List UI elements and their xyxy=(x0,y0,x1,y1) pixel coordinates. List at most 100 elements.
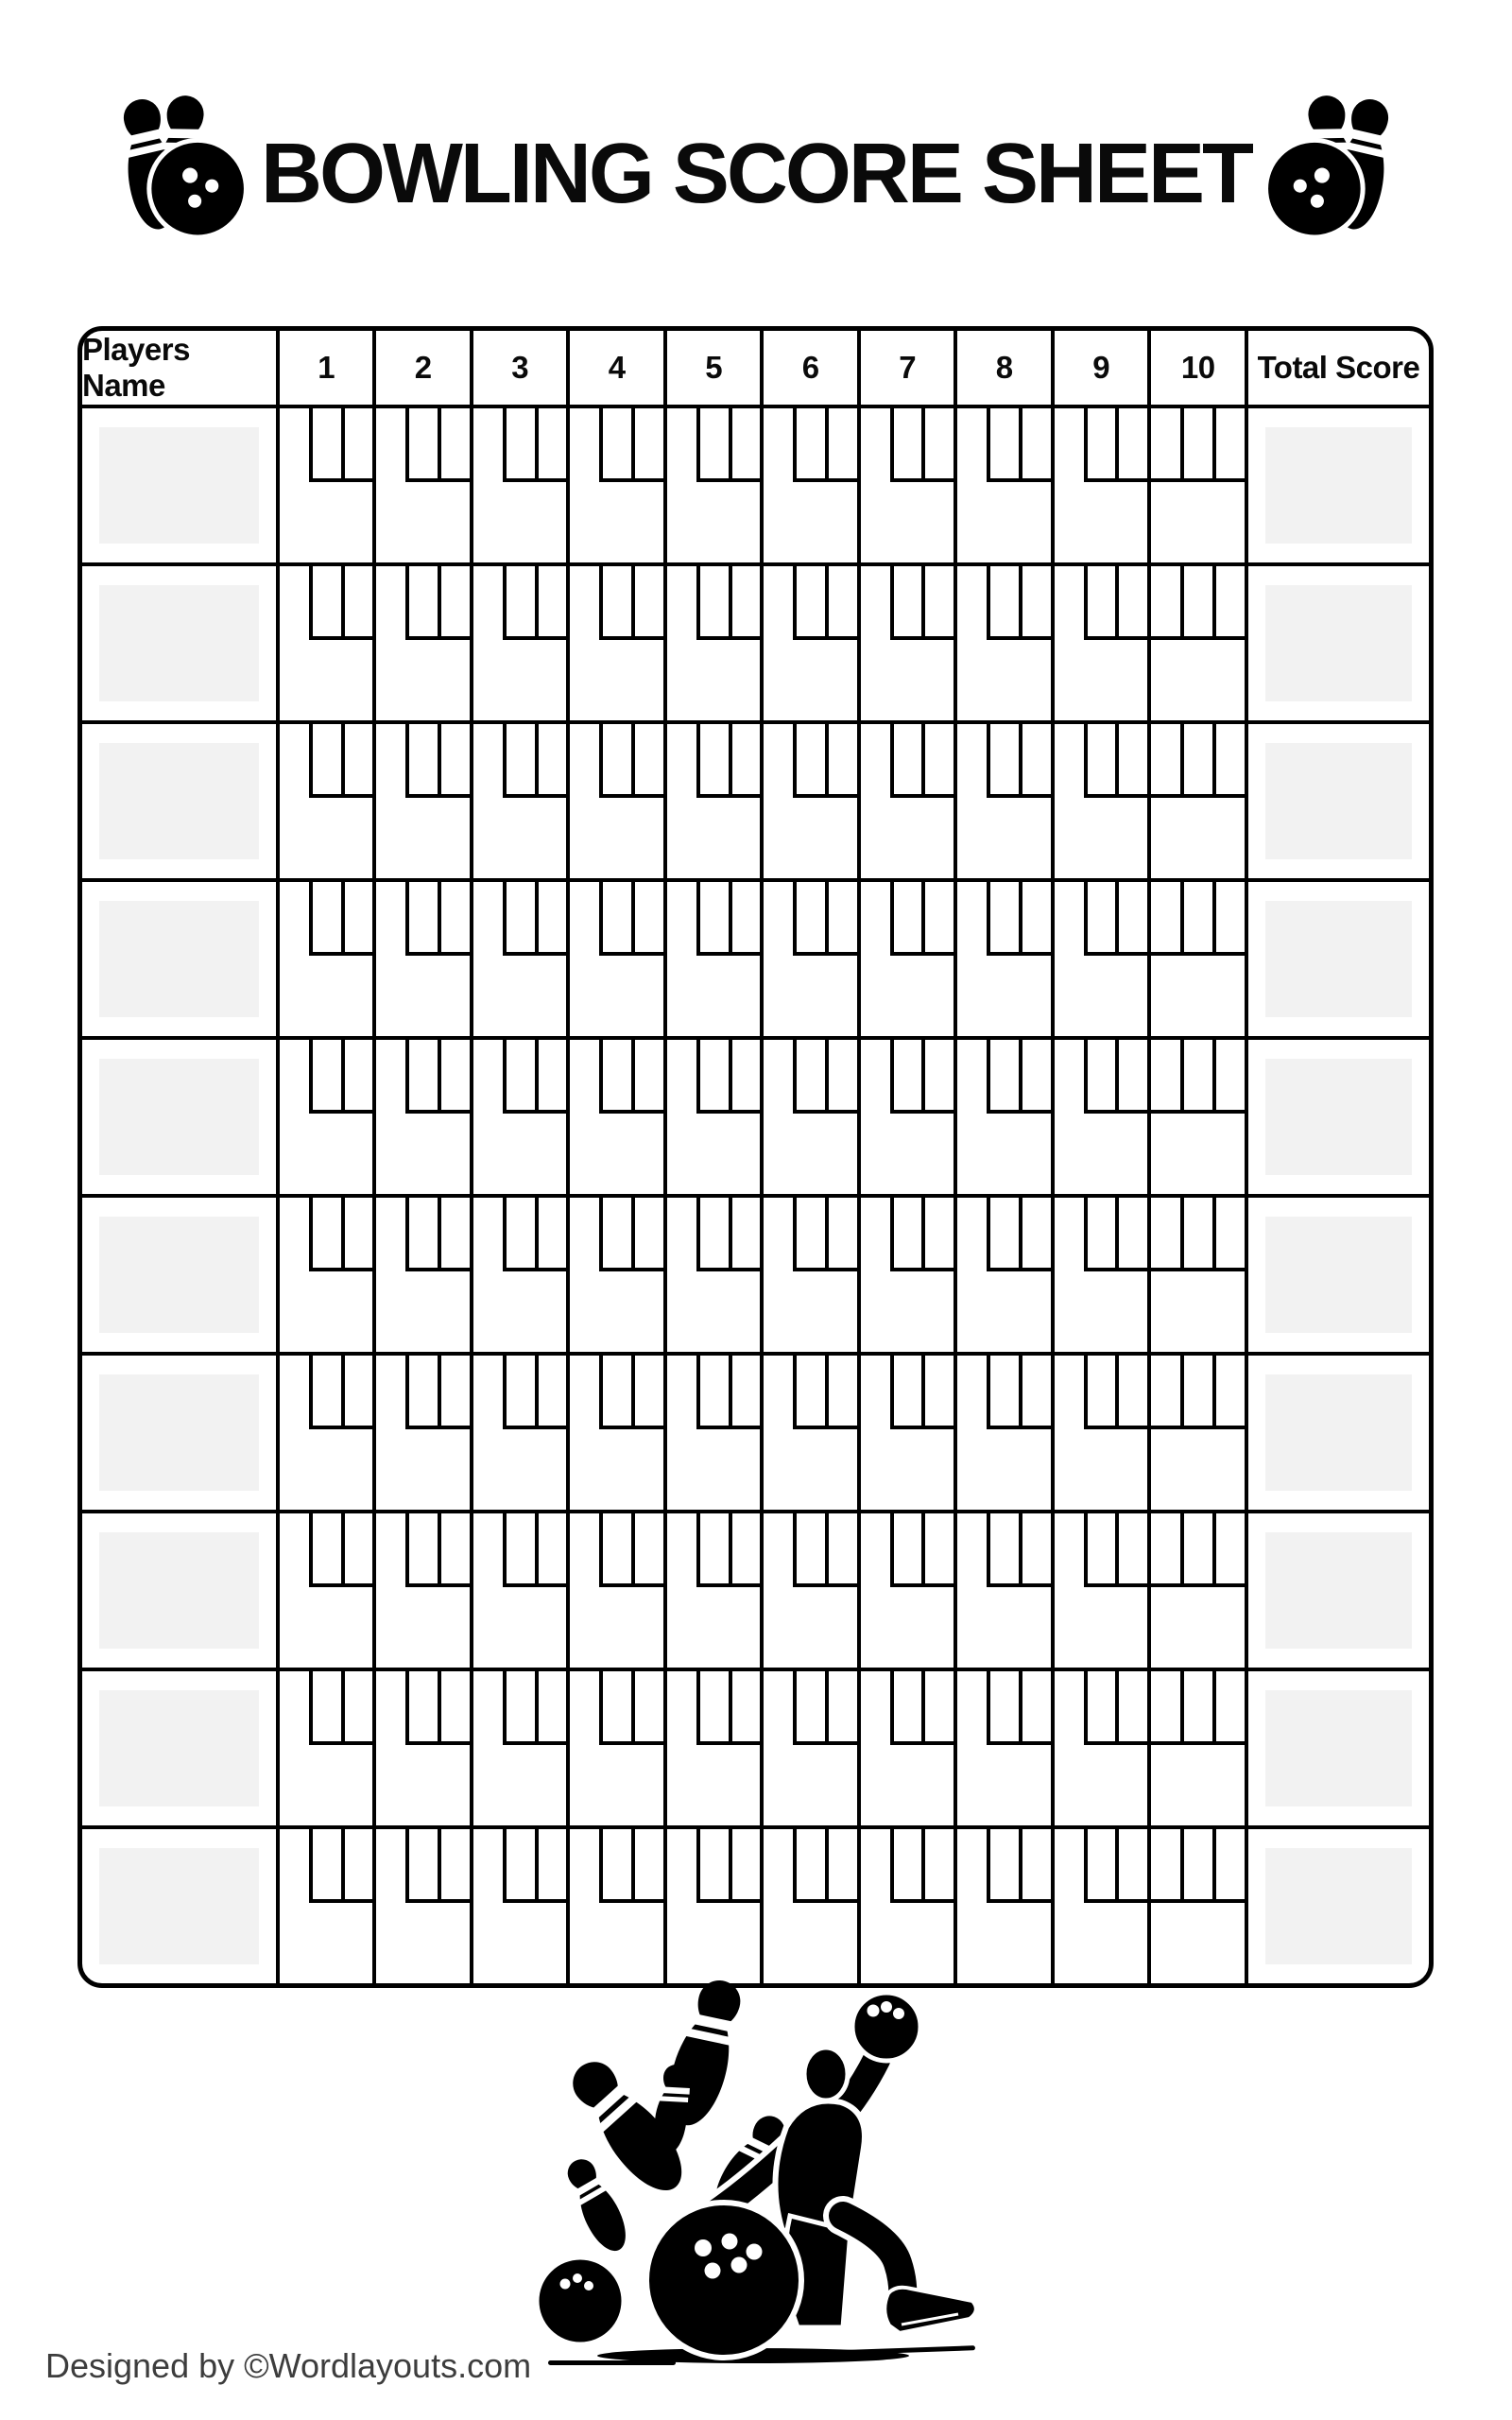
throw-box[interactable] xyxy=(1151,1040,1179,1110)
throw-box[interactable] xyxy=(990,408,1019,478)
throw-box[interactable] xyxy=(797,1040,825,1110)
throw-box[interactable] xyxy=(1179,566,1212,637)
player-name-field[interactable] xyxy=(99,585,259,701)
throw-box[interactable] xyxy=(894,1040,922,1110)
throw-box[interactable] xyxy=(507,1829,535,1899)
throw-box[interactable] xyxy=(921,1513,954,1584)
throw-box[interactable] xyxy=(534,1671,567,1742)
player-name-field[interactable] xyxy=(99,1217,259,1333)
throw-box[interactable] xyxy=(1179,1513,1212,1584)
throw-box[interactable] xyxy=(603,408,631,478)
throw-box[interactable] xyxy=(797,1356,825,1426)
throw-box[interactable] xyxy=(409,1513,438,1583)
throw-box[interactable] xyxy=(340,882,373,953)
throw-box[interactable] xyxy=(1088,1198,1116,1268)
throw-box[interactable] xyxy=(894,1198,922,1268)
throw-box[interactable] xyxy=(534,1040,567,1111)
throw-box[interactable] xyxy=(313,1671,341,1741)
throw-box[interactable] xyxy=(1115,724,1147,795)
throw-box[interactable] xyxy=(1115,408,1147,479)
throw-box[interactable] xyxy=(507,1040,535,1110)
throw-box[interactable] xyxy=(728,1671,761,1742)
throw-box[interactable] xyxy=(1115,1829,1147,1900)
throw-box[interactable] xyxy=(631,1356,663,1426)
throw-box[interactable] xyxy=(1018,566,1051,637)
throw-box[interactable] xyxy=(631,1671,663,1742)
throw-box[interactable] xyxy=(409,1829,438,1899)
throw-box[interactable] xyxy=(728,408,761,479)
throw-box[interactable] xyxy=(990,1829,1019,1899)
throw-box[interactable] xyxy=(700,566,729,636)
throw-box[interactable] xyxy=(1115,566,1147,637)
throw-box[interactable] xyxy=(1088,408,1116,478)
throw-box[interactable] xyxy=(313,566,341,636)
throw-box[interactable] xyxy=(1088,1671,1116,1741)
throw-box[interactable] xyxy=(700,1040,729,1110)
throw-box[interactable] xyxy=(1018,1671,1051,1742)
throw-box[interactable] xyxy=(507,724,535,794)
throw-box[interactable] xyxy=(1151,408,1179,478)
throw-box[interactable] xyxy=(797,566,825,636)
total-score-field[interactable] xyxy=(1264,1532,1412,1649)
player-name-field[interactable] xyxy=(99,1848,259,1964)
throw-box[interactable] xyxy=(921,1829,954,1900)
throw-box[interactable] xyxy=(507,1513,535,1583)
throw-box[interactable] xyxy=(313,724,341,794)
throw-box[interactable] xyxy=(797,724,825,794)
throw-box[interactable] xyxy=(700,1829,729,1899)
throw-box[interactable] xyxy=(894,882,922,952)
throw-box[interactable] xyxy=(921,724,954,795)
throw-box[interactable] xyxy=(631,724,663,795)
throw-box[interactable] xyxy=(1088,1040,1116,1110)
throw-box[interactable] xyxy=(507,882,535,952)
throw-box[interactable] xyxy=(409,408,438,478)
throw-box[interactable] xyxy=(603,724,631,794)
throw-box[interactable] xyxy=(409,1671,438,1741)
throw-box[interactable] xyxy=(631,1040,663,1111)
throw-box[interactable] xyxy=(1179,882,1212,953)
throw-box[interactable] xyxy=(825,1198,857,1269)
throw-box[interactable] xyxy=(728,724,761,795)
throw-box[interactable] xyxy=(603,1671,631,1741)
throw-box[interactable] xyxy=(313,1198,341,1268)
throw-box[interactable] xyxy=(1018,724,1051,795)
throw-box[interactable] xyxy=(409,1356,438,1426)
throw-box[interactable] xyxy=(1211,1040,1245,1111)
throw-box[interactable] xyxy=(340,1040,373,1111)
throw-box[interactable] xyxy=(603,1040,631,1110)
throw-box[interactable] xyxy=(1151,566,1179,636)
throw-box[interactable] xyxy=(438,1198,470,1269)
throw-box[interactable] xyxy=(534,1829,567,1900)
throw-box[interactable] xyxy=(340,1356,373,1426)
throw-box[interactable] xyxy=(631,1513,663,1584)
throw-box[interactable] xyxy=(438,1829,470,1900)
player-name-field[interactable] xyxy=(99,1374,259,1491)
throw-box[interactable] xyxy=(728,1356,761,1426)
throw-box[interactable] xyxy=(631,882,663,953)
throw-box[interactable] xyxy=(797,408,825,478)
throw-box[interactable] xyxy=(894,1513,922,1583)
throw-box[interactable] xyxy=(921,1040,954,1111)
throw-box[interactable] xyxy=(1151,882,1179,952)
throw-box[interactable] xyxy=(631,1829,663,1900)
throw-box[interactable] xyxy=(728,1513,761,1584)
throw-box[interactable] xyxy=(507,1356,535,1426)
total-score-field[interactable] xyxy=(1264,901,1412,1017)
throw-box[interactable] xyxy=(728,1040,761,1111)
throw-box[interactable] xyxy=(825,1513,857,1584)
throw-box[interactable] xyxy=(1179,1829,1212,1900)
throw-box[interactable] xyxy=(534,566,567,637)
throw-box[interactable] xyxy=(340,408,373,479)
throw-box[interactable] xyxy=(825,566,857,637)
throw-box[interactable] xyxy=(313,1040,341,1110)
throw-box[interactable] xyxy=(409,1040,438,1110)
throw-box[interactable] xyxy=(534,1198,567,1269)
throw-box[interactable] xyxy=(700,1671,729,1741)
throw-box[interactable] xyxy=(438,408,470,479)
throw-box[interactable] xyxy=(894,1829,922,1899)
throw-box[interactable] xyxy=(1115,1671,1147,1742)
throw-box[interactable] xyxy=(1179,1671,1212,1742)
throw-box[interactable] xyxy=(507,1198,535,1268)
throw-box[interactable] xyxy=(825,1671,857,1742)
throw-box[interactable] xyxy=(894,1356,922,1426)
